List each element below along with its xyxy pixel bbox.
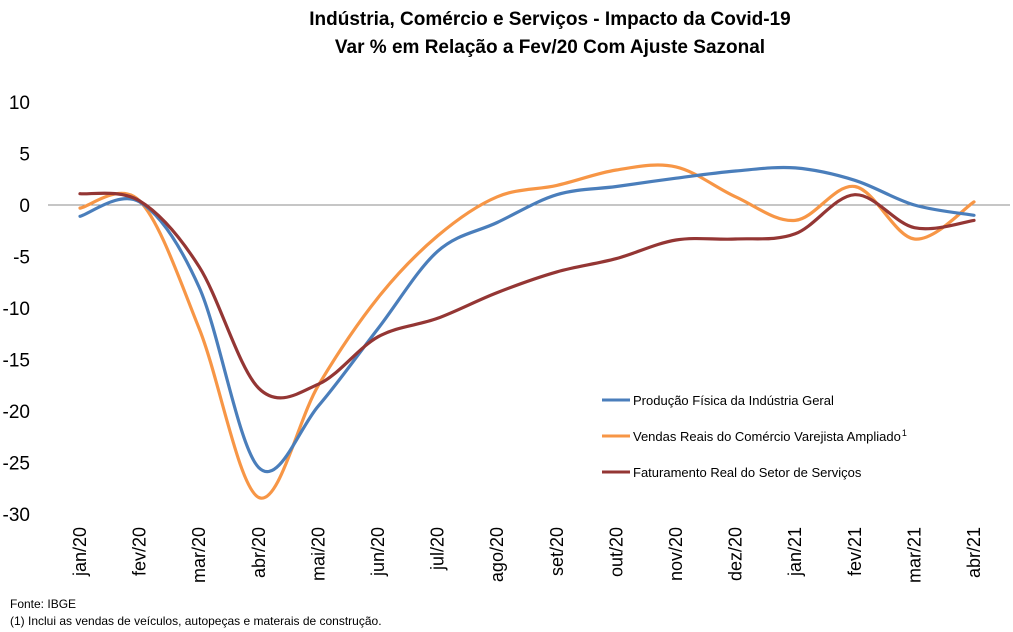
chart-subtitle: Var % em Relação a Fev/20 Com Ajuste Saz… [335,37,765,58]
y-tick-label: -30 [3,505,30,526]
x-tick-label: mar/20 [189,527,209,583]
source-note: Fonte: IBGE [10,597,77,611]
footnote: (1) Inclui as vendas de veículos, autope… [10,614,382,628]
x-tick-label: ago/20 [487,527,507,582]
x-tick-label: mai/20 [308,527,328,581]
legend-superscript: 1 [902,428,907,438]
y-tick-label: -25 [3,454,30,475]
legend-label-text: Vendas Reais do Comércio Varejista Ampli… [633,429,901,444]
x-tick-label: out/20 [606,527,626,577]
legend-label-2: Faturamento Real do Setor de Serviços [633,465,862,480]
x-tick-label: mar/21 [904,527,924,583]
chart-title: Indústria, Comércio e Serviços - Impacto… [309,9,790,30]
y-axis: 10 5 0 -5 -10 -15 -20 -25 -30 [3,93,30,526]
series-line-2 [78,191,976,400]
x-tick-label: abr/21 [964,527,984,578]
legend: Produção Física da Indústria Geral Vendas… [602,393,907,480]
x-tick-label: jun/20 [368,527,388,577]
series-line-1 [78,163,976,500]
y-tick-label: 5 [19,145,30,166]
x-tick-label: dez/20 [726,527,746,581]
series-group [78,163,976,500]
legend-label-text: Faturamento Real do Setor de Serviços [633,465,862,480]
x-tick-label: jul/20 [428,527,448,571]
x-tick-label: abr/20 [249,527,269,578]
x-axis: jan/20 fev/20 mar/20 abr/20 mai/20 jun/20 jul/… [70,527,984,583]
x-tick-label: jan/20 [70,527,90,577]
x-tick-label: fev/20 [130,527,150,576]
y-tick-label: -10 [3,299,30,320]
y-tick-label: 10 [9,93,30,114]
legend-label-0: Produção Física da Indústria Geral [633,393,834,408]
x-tick-label: jan/21 [785,527,805,577]
x-tick-label: set/20 [547,527,567,576]
y-tick-label: -15 [3,351,30,372]
y-tick-label: -5 [13,248,30,269]
x-tick-label: nov/20 [666,527,686,581]
y-tick-label: 0 [19,196,30,217]
x-tick-label: fev/21 [845,527,865,576]
y-tick-label: -20 [3,402,30,423]
legend-label-text: Produção Física da Indústria Geral [633,393,834,408]
legend-label-1: Vendas Reais do Comércio Varejista Ampli… [633,428,907,444]
series-line-0 [78,165,976,473]
